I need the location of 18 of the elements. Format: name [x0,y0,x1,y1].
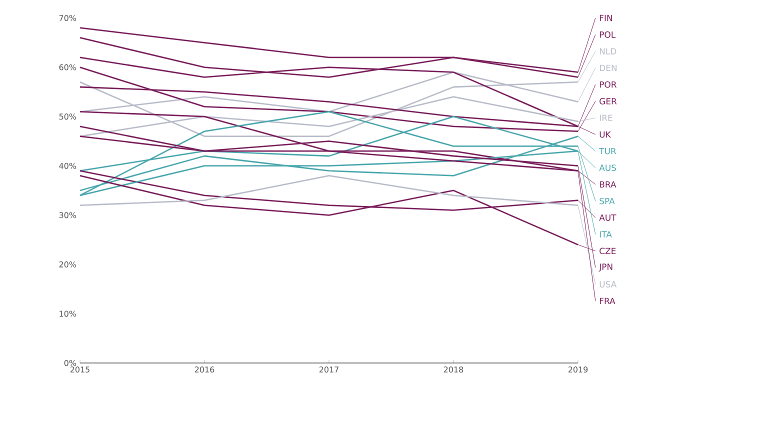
text: AUT [599,214,616,221]
text: FIN [600,14,612,22]
text: FRA [600,298,616,304]
text: SPA [600,198,615,204]
legend-label: IRE [600,114,612,121]
text: GER [600,98,617,104]
legend-label: CZE [600,248,616,254]
text: DEN [600,64,616,72]
text: AUS [599,164,616,171]
text: POR [600,81,617,88]
text: BRA [600,181,616,188]
text: POL [600,31,616,38]
legend-label: UK [600,131,612,138]
text: TUR [599,148,616,154]
text: ITA [600,231,612,238]
text: NLD [600,48,616,54]
text: USA [600,281,617,288]
text: JPN [598,264,612,272]
